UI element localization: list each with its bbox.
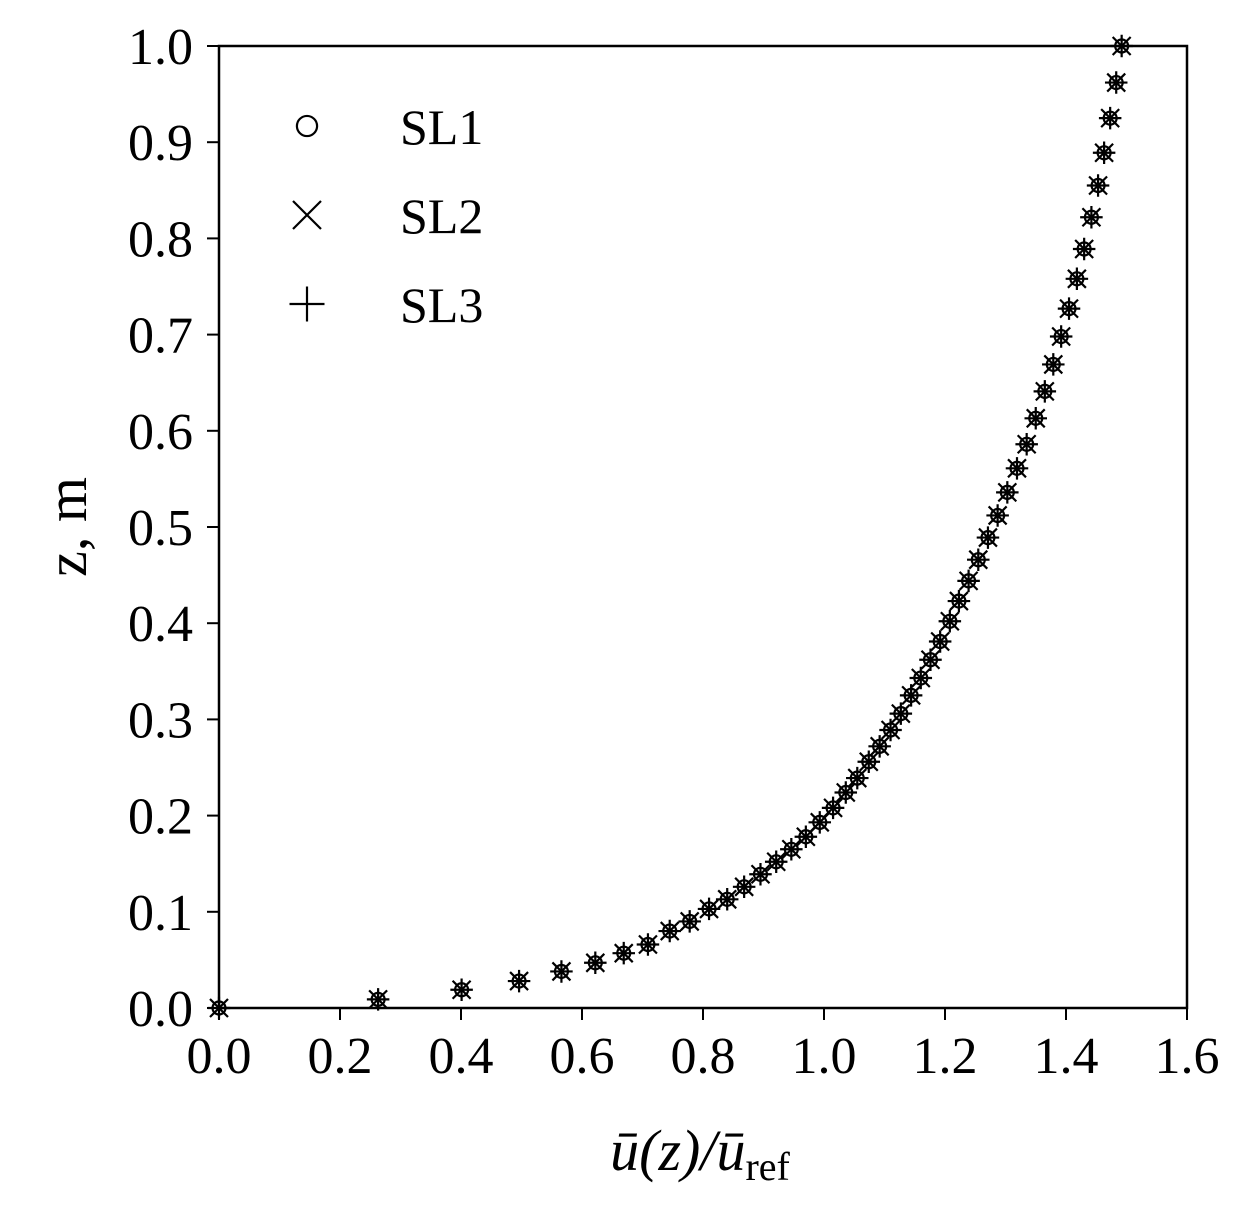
data-point-plus	[1065, 267, 1089, 291]
data-point-plus	[794, 825, 818, 849]
data-point-plus	[976, 526, 1000, 549]
series-SL3	[207, 34, 1133, 1020]
legend-marker-circle	[295, 114, 319, 138]
data-point-plus	[1080, 205, 1103, 229]
y-tick-label: 0.6	[128, 404, 193, 461]
data-point-plus	[1033, 380, 1057, 403]
data-point-plus	[857, 750, 881, 773]
legend-item: SL2	[292, 188, 483, 244]
data-point-plus	[1072, 237, 1096, 261]
data-point-plus	[996, 481, 1019, 504]
data-point-plus	[1104, 71, 1128, 94]
y-tick-label: 0.9	[128, 115, 193, 172]
data-point-plus	[938, 610, 962, 633]
y-tick-label: 0.7	[128, 308, 193, 365]
data-point-plus	[1092, 141, 1116, 165]
data-point-plus	[749, 863, 772, 886]
y-tick-label: 1.0	[128, 19, 193, 76]
x-tick-label: 0.2	[308, 1028, 373, 1085]
x-tick-label: 0.0	[187, 1028, 252, 1085]
data-point-plus	[808, 811, 832, 834]
y-tick-label: 0.3	[128, 692, 193, 749]
data-point-plus	[550, 960, 573, 983]
data-point-plus	[715, 888, 739, 911]
data-point-plus	[780, 838, 803, 861]
y-tick-label: 0.5	[128, 500, 193, 557]
legend-marker-plus	[289, 286, 325, 322]
x-axis-title: ū(z)/ūref	[610, 1118, 790, 1189]
legend-item: SL3	[289, 277, 483, 333]
data-point-plus	[764, 850, 788, 874]
y-axis-title: z, m	[34, 477, 99, 577]
data-point-plus	[1049, 325, 1073, 348]
data-point-plus	[868, 735, 891, 758]
x-tick-label: 0.8	[671, 1028, 736, 1085]
data-point-plus	[1024, 407, 1047, 430]
data-point-plus	[986, 504, 1009, 527]
data-point-plus	[507, 969, 531, 993]
x-tick-label: 1.6	[1155, 1028, 1220, 1085]
data-point-plus	[889, 702, 913, 725]
data-point-plus	[1042, 353, 1065, 376]
y-tick-label: 0.2	[128, 789, 193, 846]
data-point-plus	[821, 796, 845, 820]
y-tick-label: 0.8	[128, 211, 193, 268]
data-point-plus	[678, 910, 701, 933]
x-tick-label: 1.0	[792, 1028, 857, 1085]
data-point-plus	[846, 766, 869, 790]
data-point-plus	[957, 569, 980, 593]
data-point-plus	[450, 978, 473, 1001]
data-point-plus	[732, 875, 756, 899]
x-tick-label: 1.4	[1034, 1028, 1099, 1085]
x-axis-title-subscript: ref	[745, 1144, 790, 1189]
legend-marker-x	[292, 200, 322, 230]
data-point-plus	[899, 684, 923, 707]
data-point-plus	[697, 897, 721, 921]
data-points	[207, 34, 1133, 1020]
y-axis-ticks: 0.0 0.1 0.2 0.3 0.4 0.5 0.6 0.7 0.8 0.9 1.0	[128, 19, 219, 1038]
x-tick-label: 0.6	[550, 1028, 615, 1085]
plot-area-frame	[217, 44, 1189, 1010]
legend: SL1 SL2 SL3	[289, 99, 483, 333]
legend-label: SL1	[400, 99, 483, 155]
x-axis-title-main: ū(z)/ū	[610, 1118, 745, 1183]
data-point-plus	[1005, 457, 1029, 480]
data-point-plus	[612, 941, 635, 965]
legend-label: SL3	[400, 277, 483, 333]
data-point-plus	[879, 718, 902, 742]
data-point-plus	[1015, 433, 1038, 456]
x-axis-ticks: 0.0 0.2 0.4 0.6 0.8 1.0 1.2 1.4 1.6	[187, 1008, 1220, 1085]
data-point-plus	[658, 919, 681, 943]
data-point-plus	[919, 648, 942, 672]
data-point-plus	[947, 589, 971, 613]
data-point-plus	[1057, 297, 1081, 320]
data-point-plus	[584, 951, 607, 975]
series-SL2	[209, 36, 1132, 1018]
data-point-plus	[1086, 174, 1110, 197]
data-point-plus	[1098, 106, 1122, 130]
data-point-plus	[909, 666, 933, 690]
data-point-plus	[928, 630, 952, 653]
legend-item: SL1	[295, 99, 483, 155]
data-point-plus	[636, 933, 660, 956]
x-tick-label: 0.4	[429, 1028, 494, 1085]
series-SL1	[211, 38, 1130, 1016]
y-tick-label: 0.1	[128, 885, 193, 942]
y-tick-label: 0.0	[128, 981, 193, 1038]
legend-label: SL2	[400, 188, 483, 244]
y-tick-label: 0.4	[128, 596, 193, 653]
x-tick-label: 1.2	[913, 1028, 978, 1085]
data-point-plus	[967, 548, 990, 571]
data-point-plus	[834, 781, 858, 804]
